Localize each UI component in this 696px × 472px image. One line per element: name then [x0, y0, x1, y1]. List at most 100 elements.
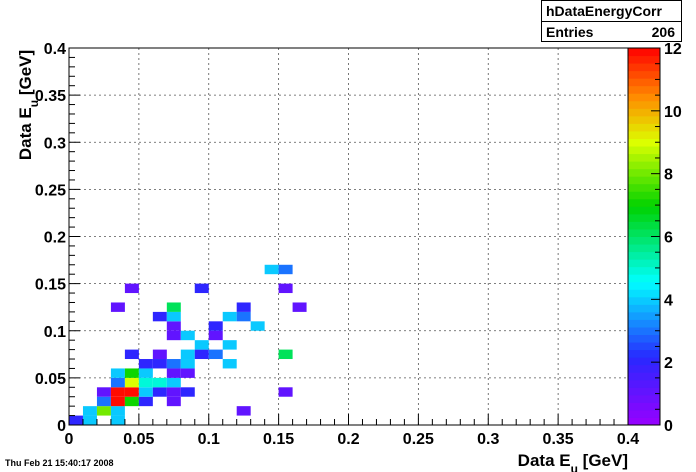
palette-band — [628, 108, 660, 117]
x-tick-label: 0.35 — [543, 431, 574, 448]
heatmap-cell — [194, 349, 209, 360]
heatmap-cell — [194, 340, 209, 350]
heatmap-cell — [208, 330, 223, 341]
heatmap-cell — [96, 406, 111, 416]
heatmap-cell — [264, 264, 279, 275]
palette-band — [628, 123, 660, 132]
heatmap-cell — [138, 368, 153, 378]
heatmap-cell — [250, 321, 265, 331]
heatmap-cell — [110, 387, 125, 397]
heatmap-cell — [166, 330, 181, 341]
heatmap-cell — [166, 321, 181, 331]
heatmap-cell — [124, 396, 139, 407]
heatmap-cell — [180, 349, 195, 360]
entries-value: 206 — [651, 24, 675, 40]
y-tick-label: 0.1 — [44, 324, 66, 341]
x-tick-label: 0.2 — [337, 431, 359, 448]
heatmap-cell — [152, 377, 167, 388]
palette-band — [628, 93, 660, 102]
palette-band — [628, 394, 660, 403]
palette-tick-label: 2 — [664, 355, 673, 372]
stats-title: hDataEnergyCorr — [542, 1, 681, 22]
heatmap-cell — [166, 302, 181, 312]
heatmap-cell — [236, 311, 251, 322]
palette-band — [628, 146, 660, 155]
x-tick-label: 0.3 — [477, 431, 499, 448]
x-tick-label: 0.05 — [123, 431, 154, 448]
heatmap-cell — [124, 368, 139, 378]
palette-band — [628, 364, 660, 373]
palette-band — [628, 259, 660, 268]
palette-band — [628, 153, 660, 162]
heatmap-cell — [138, 377, 153, 388]
palette-tick-label: 10 — [664, 104, 682, 121]
grid-lines — [69, 48, 628, 425]
palette-band — [628, 296, 660, 305]
palette-band — [628, 176, 660, 185]
palette-band — [628, 221, 660, 230]
palette-band — [628, 70, 660, 79]
palette-tick-label: 0 — [664, 418, 673, 435]
palette-band — [628, 78, 660, 87]
y-tick-label: 0.3 — [44, 135, 66, 152]
heatmap-cell — [124, 349, 139, 360]
heatmap-cell — [69, 415, 83, 425]
y-axis-label: Data Eu [GeV] — [16, 50, 41, 160]
x-tick-label: 0.15 — [263, 431, 294, 448]
heatmap-cell — [124, 377, 139, 388]
stats-entries-row: Entries 206 — [542, 22, 681, 42]
x-axis-label: Data Eu [GeV] — [518, 451, 628, 472]
heatmap-cells — [69, 264, 307, 425]
heatmap-cell — [180, 387, 195, 397]
palette-tick-label: 12 — [664, 41, 682, 58]
palette-band — [628, 319, 660, 328]
entries-label: Entries — [546, 24, 594, 40]
heatmap-cell — [110, 302, 125, 312]
heatmap-cell — [152, 387, 167, 397]
palette-band — [628, 183, 660, 192]
heatmap-cell — [236, 406, 251, 416]
palette-band — [628, 402, 660, 411]
heatmap-cell — [96, 396, 111, 407]
palette-band — [628, 100, 660, 109]
y-tick-label: 0.2 — [44, 230, 66, 247]
palette-band — [628, 311, 660, 320]
color-scale: 0 2 4 6 8 10 12 — [627, 41, 682, 435]
heatmap-cell — [82, 406, 97, 416]
palette-band — [628, 244, 660, 253]
heatmap-cell — [138, 359, 153, 369]
palette-band — [628, 372, 660, 381]
palette-band — [628, 326, 660, 336]
palette-band — [628, 130, 660, 139]
heatmap-cell — [278, 349, 293, 360]
stats-box: hDataEnergyCorr Entries 206 — [541, 0, 682, 42]
palette-band — [628, 228, 660, 237]
heatmap-cell — [236, 302, 251, 312]
palette-band — [628, 161, 660, 170]
palette-band — [628, 304, 660, 313]
heatmap-cell — [166, 377, 181, 388]
heatmap-cell — [278, 387, 293, 397]
heatmap-cell — [138, 396, 153, 407]
heatmap-cell — [222, 311, 237, 322]
palette-band — [628, 85, 660, 94]
y-tick-label: 0.35 — [35, 88, 66, 105]
heatmap-cell — [194, 283, 209, 294]
heatmap-cell — [278, 283, 293, 294]
heatmap-cell — [110, 415, 125, 425]
palette-tick-label: 6 — [664, 230, 673, 247]
heatmap-cell — [152, 359, 167, 369]
palette-band — [628, 55, 660, 64]
palette-band — [628, 168, 660, 177]
heatmap-cell — [208, 349, 223, 360]
palette-band — [628, 342, 660, 351]
heatmap-cell — [124, 283, 139, 294]
palette-tick-label: 8 — [664, 167, 673, 184]
palette-band — [628, 387, 660, 396]
heatmap-cell — [110, 406, 125, 416]
palette-band — [628, 48, 660, 57]
palette-band — [628, 213, 660, 222]
heatmap-cell — [96, 387, 111, 397]
y-tick-label: 0.25 — [35, 182, 66, 199]
palette-band — [628, 115, 660, 124]
